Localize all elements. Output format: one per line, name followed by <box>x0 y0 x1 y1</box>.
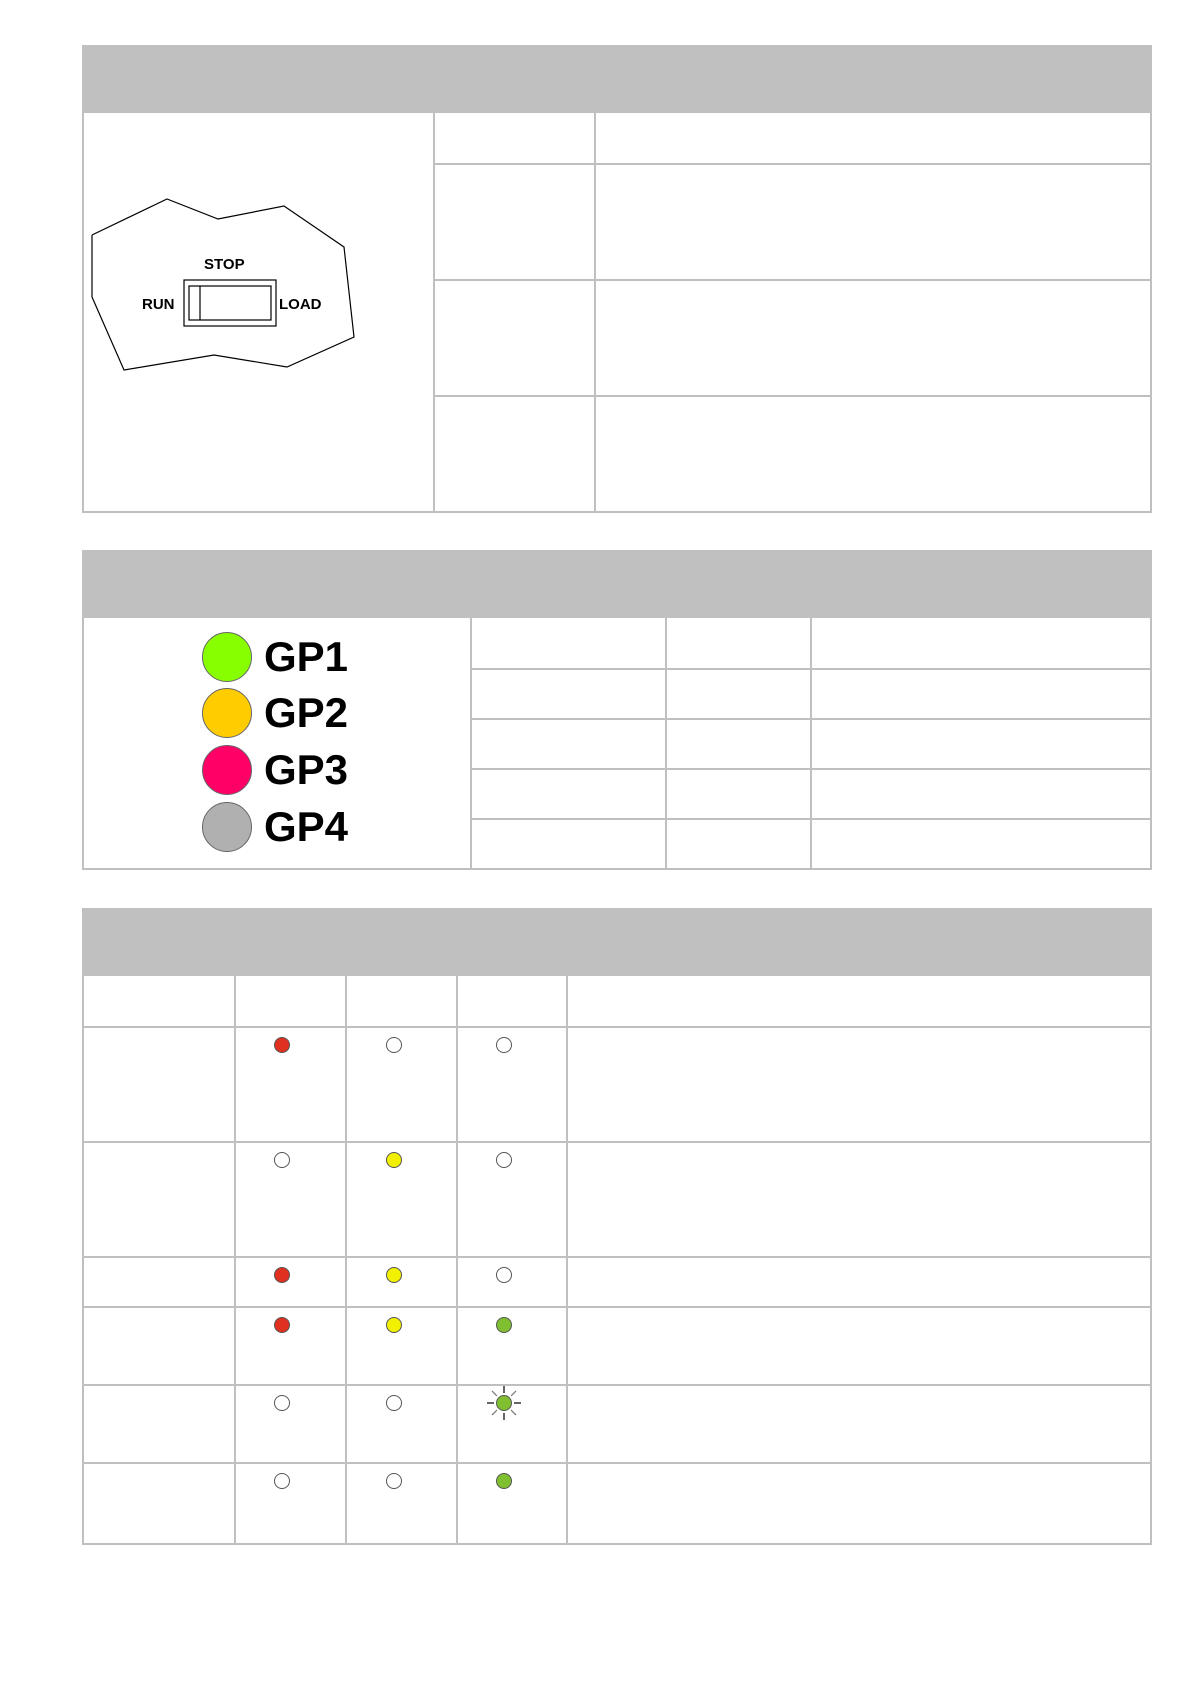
led-off-icon <box>386 1395 402 1411</box>
green-led-icon <box>496 1317 512 1333</box>
led-off-icon <box>496 1267 512 1283</box>
red-led-icon <box>274 1267 290 1283</box>
green-led-icon <box>496 1473 512 1489</box>
yellow-led-icon <box>386 1152 402 1168</box>
gp2-label: GP2 <box>264 689 349 736</box>
red-led-icon <box>274 1037 290 1053</box>
gp3-indicator-icon <box>202 745 252 795</box>
gp4-label: GP4 <box>264 803 349 850</box>
yellow-led-icon <box>386 1317 402 1333</box>
gp1-indicator-icon <box>202 632 252 682</box>
run-label: RUN <box>142 296 175 313</box>
led-off-icon <box>386 1473 402 1489</box>
group-table: GP1 GP2 GP3 GP4 <box>82 550 1152 870</box>
stop-label: STOP <box>204 256 245 273</box>
mode-switch-diagram: STOP RUN LOAD <box>91 198 355 371</box>
led-off-icon <box>274 1473 290 1489</box>
red-led-icon <box>274 1317 290 1333</box>
led-off-icon <box>496 1152 512 1168</box>
mode-switch-table: STOP RUN LOAD <box>82 45 1152 513</box>
load-label: LOAD <box>279 296 322 313</box>
blinking-rays-icon <box>487 1386 521 1420</box>
green-led-icon <box>496 1395 512 1411</box>
led-off-icon <box>274 1152 290 1168</box>
gp4-indicator-icon <box>202 802 252 852</box>
led-status-table <box>82 908 1152 1545</box>
table-header <box>84 47 1150 113</box>
gp3-label: GP3 <box>264 746 349 793</box>
led-off-icon <box>496 1037 512 1053</box>
gp1-label: GP1 <box>264 633 349 680</box>
table-header <box>84 910 1150 976</box>
led-off-icon <box>274 1395 290 1411</box>
yellow-led-icon <box>386 1267 402 1283</box>
gp2-indicator-icon <box>202 688 252 738</box>
table-header <box>84 552 1150 618</box>
led-off-icon <box>386 1037 402 1053</box>
